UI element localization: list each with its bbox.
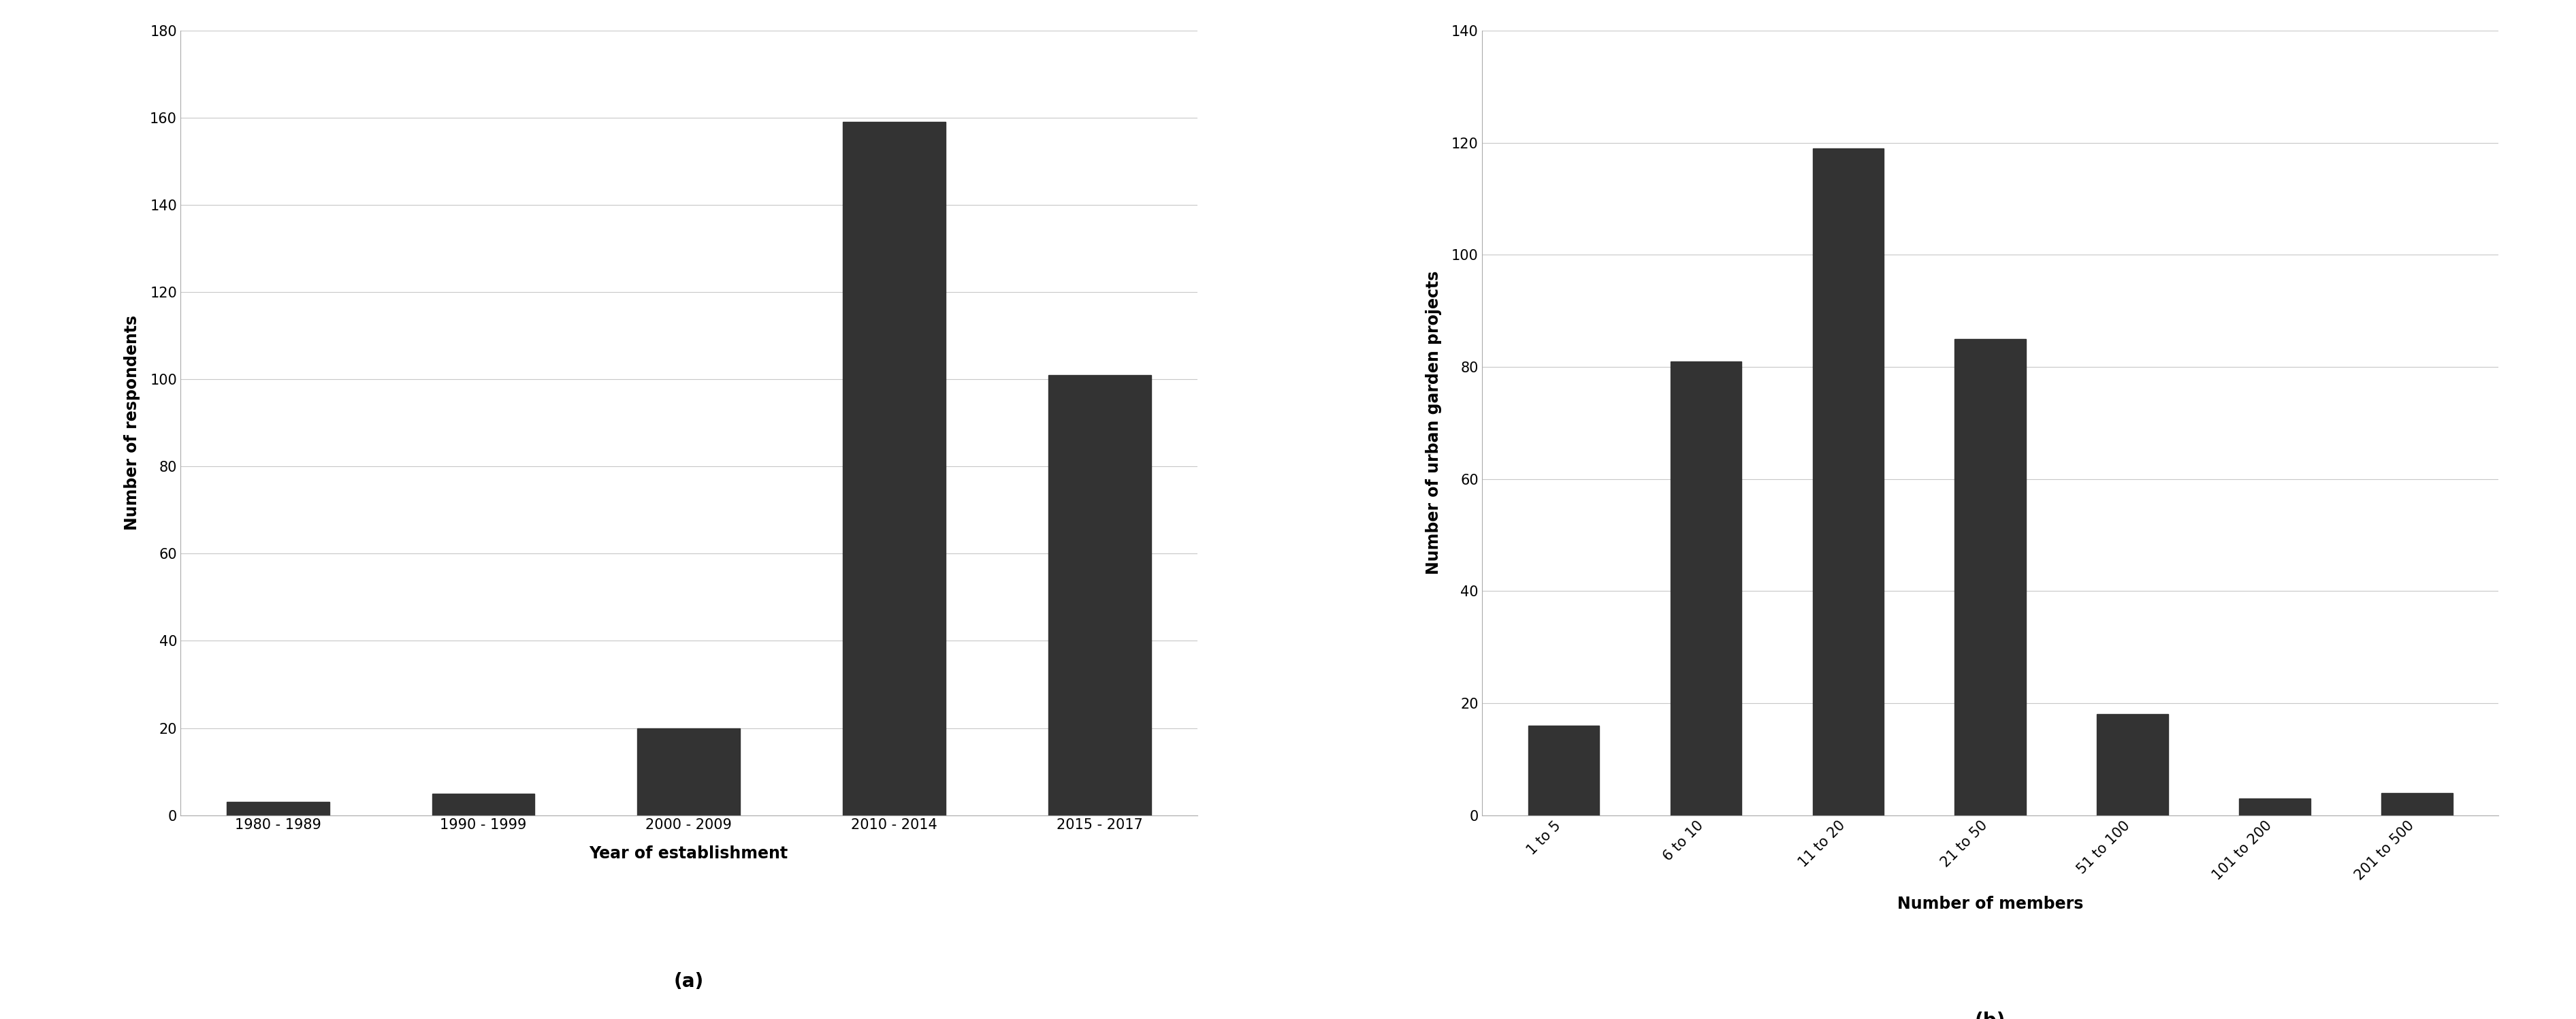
Bar xyxy=(2097,714,2169,815)
X-axis label: Year of establishment: Year of establishment xyxy=(590,846,788,862)
Bar xyxy=(2380,793,2452,815)
Bar xyxy=(227,802,330,815)
Bar xyxy=(842,122,945,815)
Y-axis label: Number of urban garden projects: Number of urban garden projects xyxy=(1425,271,1443,575)
Bar xyxy=(1528,726,1600,815)
Bar xyxy=(433,794,536,815)
Text: (a): (a) xyxy=(675,972,703,991)
Y-axis label: Number of respondents: Number of respondents xyxy=(124,315,142,531)
X-axis label: Number of members: Number of members xyxy=(1899,896,2084,912)
Bar xyxy=(1669,361,1741,815)
Bar xyxy=(2239,799,2311,815)
Bar xyxy=(636,728,739,815)
Bar xyxy=(1048,375,1151,815)
Bar xyxy=(1814,149,1883,815)
Bar xyxy=(1955,338,2025,815)
Text: (b): (b) xyxy=(1976,1011,2007,1019)
